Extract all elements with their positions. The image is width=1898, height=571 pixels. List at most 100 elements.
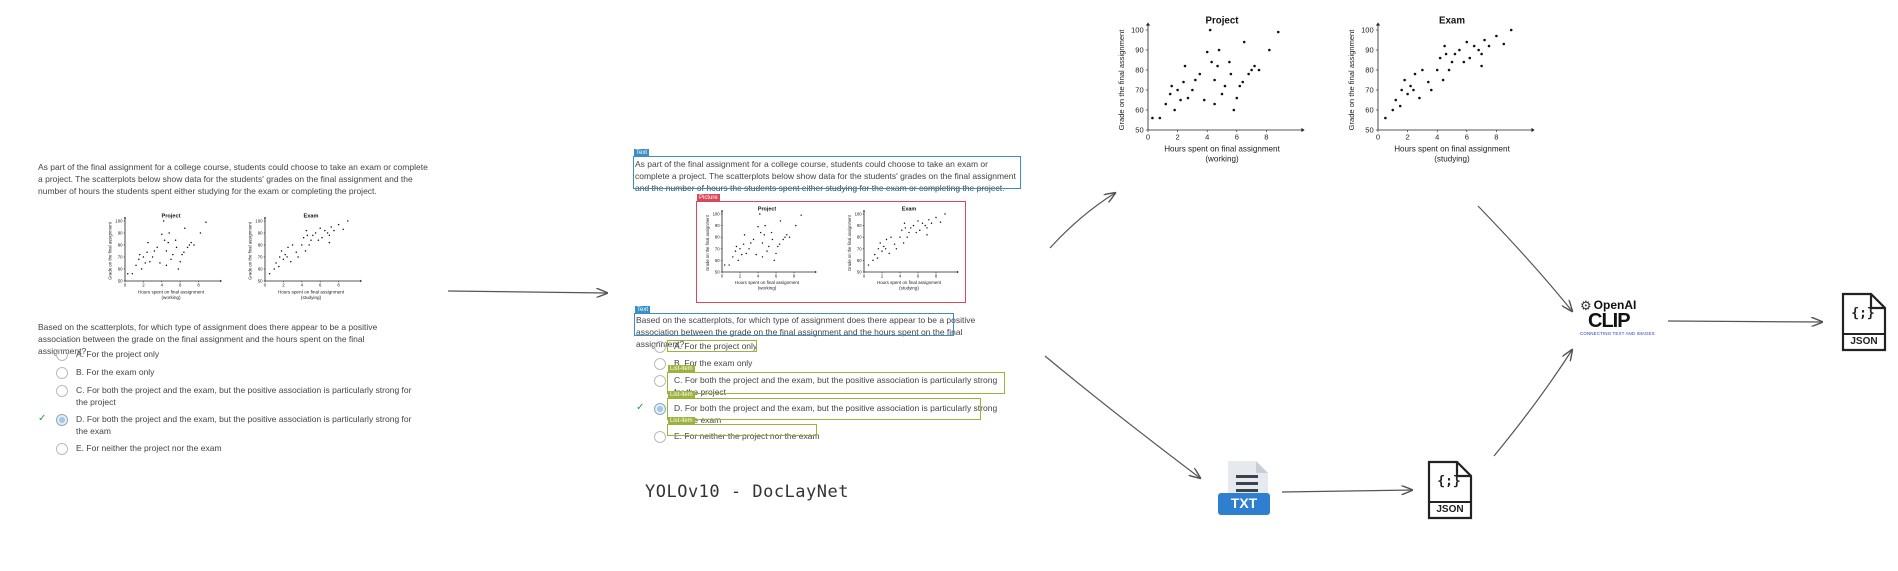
- data-point: [337, 223, 340, 226]
- data-point: [1453, 52, 1457, 56]
- data-point: [867, 264, 870, 266]
- data-point: [151, 256, 154, 258]
- data-point: [302, 237, 305, 239]
- y-tick-label: 90: [715, 223, 720, 228]
- data-point: [135, 264, 137, 267]
- data-point: [728, 264, 730, 266]
- data-point: [328, 234, 331, 237]
- detected-radio-c[interactable]: [654, 375, 666, 387]
- scatter-exam: Exam 0 2 4 6 8 50 60 70 80 90 100 Hours spent on fin…: [247, 213, 362, 300]
- data-point: [1164, 102, 1168, 106]
- data-point: [1403, 78, 1406, 82]
- clip-title: CLIP: [1588, 310, 1631, 332]
- bbox-picture: [696, 201, 966, 303]
- data-point: [1194, 78, 1197, 82]
- y-axis-arrow: [263, 216, 267, 219]
- data-point: [280, 250, 283, 252]
- detected-radio-a[interactable]: [654, 341, 666, 353]
- option-b[interactable]: B. For the exam only: [38, 366, 418, 379]
- data-point: [890, 236, 892, 238]
- radio-d[interactable]: [56, 414, 68, 426]
- detected-option-d[interactable]: ✓ D. For both the project and the exam, …: [636, 402, 998, 425]
- y-tick-label: 60: [258, 267, 263, 272]
- data-point: [888, 252, 890, 255]
- y-axis-label: Grade on the final assignment: [247, 221, 252, 280]
- data-point: [1213, 78, 1216, 82]
- txt-label: TXT: [1230, 495, 1258, 511]
- y-tick-label: 50: [118, 279, 123, 284]
- data-point: [165, 250, 168, 252]
- y-tick-label: 90: [1365, 46, 1373, 55]
- y-tick-label: 100: [115, 219, 123, 224]
- chart-title: Project: [1206, 16, 1240, 27]
- data-point: [1268, 48, 1271, 52]
- x-tick-label: 4: [899, 273, 902, 278]
- x-axis-arrow: [360, 279, 362, 283]
- data-point: [1220, 92, 1224, 96]
- data-point: [777, 245, 779, 248]
- option-a[interactable]: A. For the project only: [38, 348, 418, 361]
- x-axis-label: Hours spent on final assignment: [278, 289, 345, 294]
- txt-file-icon: TXT: [1216, 459, 1272, 517]
- data-point: [184, 227, 186, 229]
- data-point: [748, 248, 750, 250]
- detected-option-e[interactable]: E. For neither the project nor the exam: [636, 430, 1016, 443]
- x-tick-label: 0: [721, 273, 724, 278]
- data-point: [287, 246, 289, 249]
- option-d[interactable]: ✓ D. For both the project and the exam, …: [38, 413, 412, 436]
- data-point: [290, 261, 292, 263]
- tag-list-c: List-item: [668, 365, 695, 373]
- data-point: [1191, 88, 1194, 92]
- data-point: [904, 227, 907, 229]
- x-tick-label: 4: [757, 273, 760, 278]
- x-axis-label: Hours spent on final assignment: [1164, 145, 1280, 154]
- data-point: [268, 273, 271, 275]
- option-c[interactable]: C. For both the project and the exam, bu…: [38, 384, 418, 408]
- data-point: [1444, 52, 1448, 56]
- data-point: [917, 220, 919, 222]
- data-point: [885, 238, 888, 241]
- data-point: [286, 256, 288, 258]
- data-point: [1205, 50, 1209, 54]
- option-e[interactable]: E. For neither the project nor the exam: [38, 442, 418, 455]
- data-point: [193, 244, 195, 246]
- detected-radio-e[interactable]: [654, 431, 666, 443]
- data-point: [295, 251, 298, 253]
- detected-radio-d[interactable]: [654, 403, 666, 415]
- detected-option-c[interactable]: C. For both the project and the exam, bu…: [636, 374, 1016, 398]
- radio-e[interactable]: [56, 443, 68, 455]
- radio-b[interactable]: [56, 367, 68, 379]
- data-point: [326, 232, 329, 234]
- x-tick-label: 2: [881, 273, 884, 278]
- data-point: [800, 214, 802, 216]
- x-tick-label: 0: [1376, 133, 1380, 142]
- data-point: [741, 253, 743, 256]
- detected-radio-b[interactable]: [654, 358, 666, 370]
- radio-a[interactable]: [56, 349, 68, 361]
- detected-option-b[interactable]: B. For the exam only: [636, 357, 1016, 370]
- arrow-figure-to-clip: [1477, 205, 1572, 311]
- data-point: [910, 227, 912, 229]
- data-point: [1151, 116, 1154, 120]
- y-tick-label: 100: [713, 212, 721, 217]
- y-tick-label: 70: [258, 255, 263, 260]
- x-axis-arrow: [1531, 127, 1535, 133]
- chart-title: Project: [162, 213, 181, 219]
- data-point: [928, 219, 930, 221]
- data-point: [324, 229, 326, 232]
- data-point: [1480, 52, 1483, 56]
- data-point: [743, 234, 746, 236]
- y-tick-label: 70: [857, 246, 862, 251]
- radio-c[interactable]: [56, 385, 68, 397]
- data-point: [939, 221, 942, 223]
- detected-option-a[interactable]: A. For the project only: [636, 340, 1016, 353]
- x-tick-label: 0: [124, 283, 127, 288]
- x-axis-label: Hours spent on final assignment: [735, 280, 800, 285]
- data-point: [1223, 84, 1227, 88]
- data-point: [168, 232, 170, 234]
- bbox-text-prompt: [634, 313, 954, 336]
- data-point: [1241, 80, 1245, 84]
- data-point: [779, 220, 782, 222]
- data-point: [944, 213, 946, 215]
- data-point: [902, 242, 905, 244]
